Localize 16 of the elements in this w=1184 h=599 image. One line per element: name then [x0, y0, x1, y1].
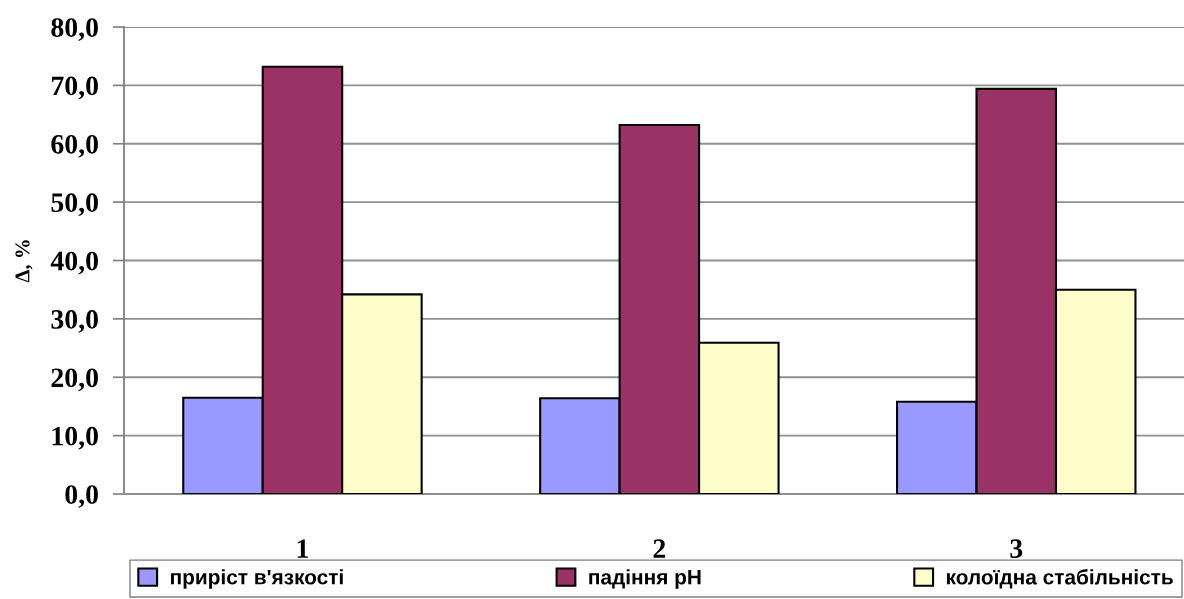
x-tick-label: 1 — [297, 539, 308, 558]
y-tick-label: 40,0 — [50, 251, 98, 275]
y-tick-label: 50,0 — [51, 193, 98, 217]
y-tick-label: 60,0 — [51, 134, 98, 158]
y-tick-label: 80,0 — [51, 18, 98, 41]
legend-label: колоїдна стабільність — [947, 569, 1173, 589]
y-tick-label: 0,0 — [65, 485, 98, 508]
y-tick-label: 30,0 — [51, 310, 98, 333]
y-tick-label: 70,0 — [51, 76, 98, 100]
x-tick-label: 3 — [1010, 539, 1023, 558]
y-tick-label: 20,0 — [51, 368, 98, 392]
legend-label: падіння рН — [589, 569, 701, 589]
y-axis-title: Δ, % — [15, 240, 33, 283]
legend-label: приріст в'язкості — [171, 569, 343, 589]
y-tick-label: 10,0 — [52, 426, 98, 450]
x-tick-label: 2 — [653, 539, 666, 558]
